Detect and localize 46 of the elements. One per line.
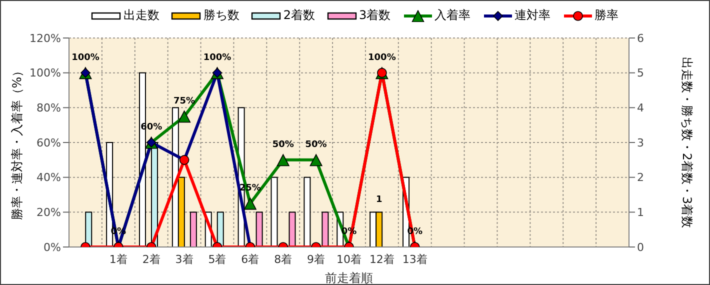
y2-tick-label: 0 <box>637 240 644 254</box>
legend-label: 入着率 <box>434 7 471 24</box>
y-tick-label: 100% <box>30 66 61 80</box>
legend-label: 3着数 <box>359 7 391 24</box>
y-tick-label: 20% <box>36 206 61 220</box>
x-tick-label: 1着 <box>109 252 128 266</box>
x-tick-label: 6着 <box>241 252 260 266</box>
legend-label: 勝率 <box>594 7 619 24</box>
bar <box>216 212 224 247</box>
x-tick-label: 9着 <box>307 252 326 266</box>
legend-label: 出走数 <box>123 7 160 24</box>
point <box>276 154 290 166</box>
point <box>310 154 322 166</box>
data-label: 50% <box>305 140 327 150</box>
x-tick-label: 12着 <box>369 252 394 266</box>
x-tick-label: 2着 <box>142 252 160 266</box>
data-label: 100% <box>203 52 232 63</box>
x-tick-label: 8着 <box>274 252 292 266</box>
x-tick-label: 5着 <box>208 252 226 266</box>
x-axis-title: 前走着順 <box>325 271 373 285</box>
y-tick-label: 120% <box>30 32 61 45</box>
point <box>178 110 191 123</box>
data-label: 100% <box>368 52 396 63</box>
y2-tick-label: 2 <box>637 171 644 184</box>
y2-tick-label: 4 <box>637 102 644 115</box>
bar <box>190 212 197 247</box>
y2-tick-label: 6 <box>637 32 644 45</box>
y-tick-label: 40% <box>36 171 61 184</box>
y-tick-label: 80% <box>36 102 61 115</box>
x-tick-label: 13着 <box>402 252 428 266</box>
y-tick-label: 0% <box>44 240 61 254</box>
y2-axis-title: 出走数・勝ち数・2着数・3着数 <box>680 56 694 228</box>
data-label: 75% <box>174 96 196 106</box>
x-tick-label: 3着 <box>175 252 194 266</box>
x-tick-label: 10着 <box>336 252 362 266</box>
y2-tick-label: 5 <box>637 66 644 80</box>
data-label: 100% <box>72 52 100 63</box>
legend-label: 勝ち数 <box>203 7 240 24</box>
data-label: 50% <box>272 140 294 150</box>
y-tick-label: 60% <box>36 136 61 150</box>
y-axis-title: 勝率・連対率・入着率（%） <box>10 64 24 220</box>
legend-label: 連対率 <box>514 7 551 24</box>
y2-tick-label: 3 <box>637 136 644 150</box>
data-label: 1 <box>376 195 382 206</box>
y2-tick-label: 1 <box>637 206 644 220</box>
legend-label: 2着数 <box>283 7 315 24</box>
